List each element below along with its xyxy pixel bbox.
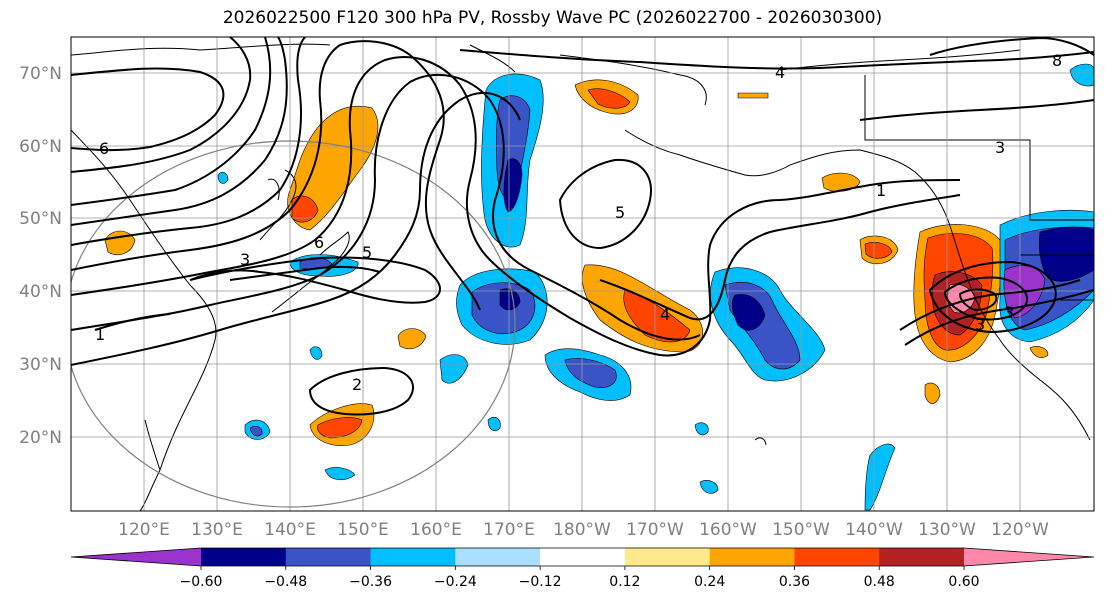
- lon-label: 170°W: [626, 520, 684, 540]
- region-circle: [71, 140, 516, 508]
- colorbar-tick-label: 0.12: [609, 574, 640, 590]
- longitude-labels: 120°E 130°E 140°E 150°E 160°E 170°E 180°…: [118, 520, 1049, 540]
- colorbar-tick-label: 0.48: [864, 574, 895, 590]
- colorbar-bin: [201, 548, 287, 566]
- lon-label: 180°W: [553, 520, 611, 540]
- lat-label: 20°N: [19, 428, 62, 448]
- contour-label: 5: [615, 203, 625, 222]
- contour-label: 4: [775, 63, 785, 82]
- lat-label: 30°N: [19, 355, 62, 375]
- colorbar-bin: [709, 548, 795, 566]
- contour-label: 6: [314, 233, 324, 252]
- colorbar-bin: [285, 548, 372, 566]
- lon-label: 140°E: [264, 520, 316, 540]
- contour-label: 1: [95, 325, 105, 344]
- contour-label: 8: [1052, 51, 1062, 70]
- contour-label: 5: [362, 243, 372, 262]
- pv-contours: [71, 37, 1094, 416]
- colorbar-tick-label: −0.12: [519, 574, 562, 590]
- lon-label: 150°W: [772, 520, 830, 540]
- pv-contour-labels: 6 3 6 5 4 4 1 3 8 2 3 3 1 5: [95, 51, 1062, 394]
- colorbar-bin: [879, 548, 965, 566]
- colorbar-tick-label: 0.36: [779, 574, 810, 590]
- contour-label: 4: [660, 305, 670, 324]
- contour-label: 1: [876, 181, 886, 200]
- lon-label: 130°W: [918, 520, 976, 540]
- contour-label: 3: [240, 250, 250, 269]
- lat-label: 40°N: [19, 282, 62, 302]
- lon-label: 130°E: [191, 520, 243, 540]
- lon-label: 150°E: [337, 520, 389, 540]
- lat-label: 50°N: [19, 209, 62, 229]
- map-frame: [70, 36, 1095, 512]
- colorbar-bin: [540, 548, 626, 566]
- colorbar-tick-label: −0.24: [434, 574, 477, 590]
- lon-label: 120°E: [118, 520, 170, 540]
- lon-label: 160°E: [410, 520, 462, 540]
- coastlines: [71, 43, 1094, 511]
- lat-label: 60°N: [19, 137, 62, 157]
- colorbar-tick-label: 0.60: [948, 574, 979, 590]
- colorbar-tick-label: −0.36: [349, 574, 392, 590]
- colorbar: −0.60 −0.48 −0.36 −0.24 −0.12 0.12 0.24 0.36 0.4…: [70, 547, 1095, 590]
- lat-label: 70°N: [19, 64, 62, 84]
- lon-label: 160°W: [699, 520, 757, 540]
- colorbar-extend-min: [71, 548, 201, 566]
- colorbar-extend-max: [964, 548, 1094, 566]
- colorbar-tick-label: −0.60: [180, 574, 223, 590]
- colorbar-bin: [794, 548, 880, 566]
- colorbar-tick-label: 0.24: [694, 574, 725, 590]
- contour-label: 3: [1004, 303, 1014, 322]
- latitude-labels: 70°N 60°N 50°N 40°N 30°N 20°N: [19, 64, 62, 448]
- lon-label: 170°E: [483, 520, 535, 540]
- contour-label: 3: [995, 138, 1005, 157]
- lon-label: 140°W: [845, 520, 903, 540]
- map-area: 6 3 6 5 4 4 1 3 8 2 3 3 1 5: [71, 37, 1094, 511]
- contour-label: 6: [99, 139, 109, 158]
- colorbar-bin: [624, 548, 711, 566]
- contour-label: 2: [352, 375, 362, 394]
- map-title: 2026022500 F120 300 hPa PV, Rossby Wave …: [222, 8, 883, 28]
- colorbar-bin: [370, 548, 456, 566]
- colorbar-tick-label: −0.48: [264, 574, 307, 590]
- contour-label: 3: [975, 315, 985, 334]
- colorbar-bin: [455, 548, 541, 566]
- lon-label: 120°W: [991, 520, 1049, 540]
